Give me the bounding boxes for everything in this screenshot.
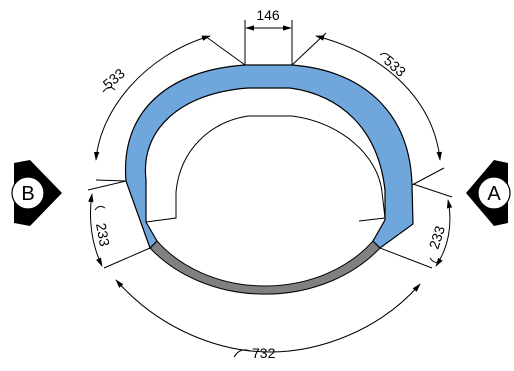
dim-arc-side-right: [435, 199, 453, 267]
dim-arc-bottom-label: 732: [252, 345, 276, 361]
dim-arc-side-right-label: 233: [426, 224, 449, 251]
section-marker-a: A: [466, 160, 511, 226]
bottom-segment: [149, 240, 381, 295]
dim-top-width: 146: [256, 7, 280, 23]
section-label-a: A: [487, 183, 501, 205]
dim-arc-bottom: [115, 279, 421, 353]
arc-symbol-icon: [429, 257, 441, 263]
dim-arc-upper-left: [93, 35, 211, 161]
arc-symbol-icon: [94, 205, 106, 211]
arch-shell: [124, 64, 414, 250]
dim-arc-side-left: [88, 193, 103, 267]
arc-symbol-icon: [379, 52, 391, 58]
dim-arc-side-left-label: 233: [93, 222, 113, 248]
arc-symbol-icon: [233, 349, 251, 358]
dim-arc-upper-right: [315, 35, 442, 161]
dim-arc-upper-right-label: 533: [381, 52, 409, 80]
dim-arc-upper-left-label: 533: [100, 65, 128, 92]
section-label-b: B: [21, 183, 34, 205]
inner-opening: [145, 115, 386, 223]
section-marker-b: B: [11, 160, 62, 226]
arc-symbol-icon: [102, 86, 116, 93]
